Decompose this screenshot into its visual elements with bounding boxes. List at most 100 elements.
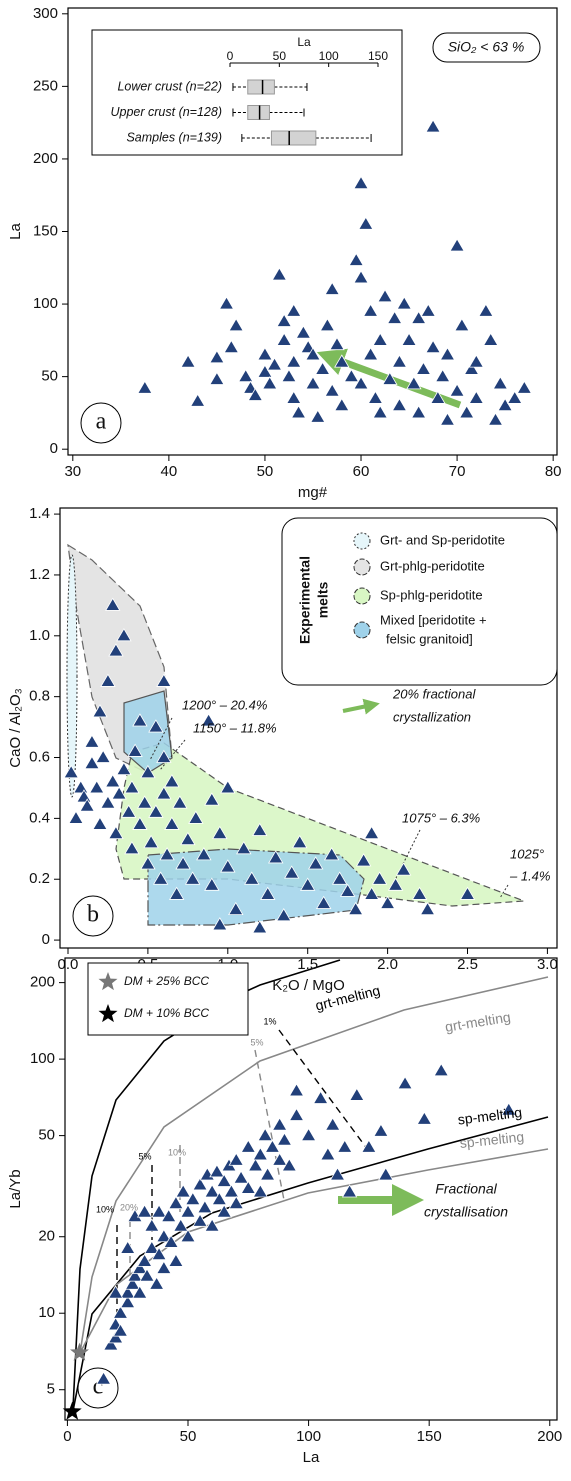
data-point xyxy=(295,325,312,339)
data-point xyxy=(152,871,169,885)
data-point xyxy=(343,368,360,383)
data-point xyxy=(252,920,268,934)
data-point xyxy=(300,1127,317,1142)
y-tick-label: 150 xyxy=(33,222,58,239)
x-tick-label: 70 xyxy=(449,463,466,480)
data-point xyxy=(124,1276,141,1290)
data-point xyxy=(192,1177,208,1191)
data-point xyxy=(127,743,143,757)
data-point xyxy=(156,749,172,763)
data-point xyxy=(185,1191,201,1205)
data-point xyxy=(361,1139,377,1153)
data-point xyxy=(124,780,140,794)
data-point xyxy=(132,1260,148,1274)
annotation: 20% fractional xyxy=(392,686,476,701)
data-point xyxy=(204,1218,220,1232)
data-point xyxy=(108,825,124,839)
y-axis-title: CaO / Al₂O₃ xyxy=(7,688,24,767)
data-point xyxy=(137,380,153,394)
data-point xyxy=(310,409,326,423)
data-point xyxy=(266,357,283,371)
legend-label: Grt-phlg-peridotite xyxy=(380,558,485,573)
x-tick-label: 30 xyxy=(64,463,81,480)
data-point xyxy=(112,1323,129,1337)
legend-swatch xyxy=(353,532,371,550)
data-point xyxy=(292,834,308,849)
data-point xyxy=(395,862,412,876)
legend-swatch xyxy=(353,621,371,639)
legend-label: Mixed [peridotite + xyxy=(380,612,487,627)
data-point xyxy=(401,332,417,346)
data-point xyxy=(257,347,273,361)
legend-title: melts xyxy=(315,582,331,619)
y-tick-label: 0.2 xyxy=(29,870,50,887)
x-tick-label: 3.0 xyxy=(537,956,558,973)
curve-label: sp-melting xyxy=(457,1104,523,1128)
data-point xyxy=(116,761,132,776)
data-point xyxy=(268,850,284,864)
data-point xyxy=(286,390,302,404)
inset-axis-title: La xyxy=(297,35,311,49)
x-tick-label: 60 xyxy=(353,463,370,480)
data-point xyxy=(416,1111,433,1125)
data-point xyxy=(501,1102,517,1116)
tie-lines xyxy=(116,1029,369,1340)
data-point xyxy=(105,774,121,788)
data-point xyxy=(262,376,278,390)
x-tick-label: 1.5 xyxy=(297,956,318,973)
data-point xyxy=(454,318,470,332)
data-point xyxy=(323,847,340,861)
x-tick-label: 0.0 xyxy=(58,956,79,973)
data-point xyxy=(212,825,228,839)
data-point xyxy=(168,886,185,900)
data-point xyxy=(377,289,393,303)
data-point xyxy=(180,1204,196,1218)
data-point xyxy=(434,368,451,383)
data-point xyxy=(111,786,127,800)
data-point xyxy=(175,1184,191,1198)
y-tick-label: 1.0 xyxy=(29,627,50,644)
data-point xyxy=(148,804,164,818)
data-point xyxy=(164,816,180,830)
y-tick-label: 50 xyxy=(38,1127,55,1144)
data-point xyxy=(112,1305,129,1319)
data-point xyxy=(468,354,484,368)
data-point xyxy=(188,810,204,824)
data-point xyxy=(143,834,159,849)
inset-frame xyxy=(91,29,403,156)
data-point xyxy=(136,1253,153,1267)
data-point xyxy=(329,336,345,351)
data-point xyxy=(430,390,446,404)
data-point xyxy=(197,1199,213,1214)
data-point xyxy=(276,1132,293,1146)
panel-badge xyxy=(80,402,122,444)
data-point xyxy=(200,713,217,727)
data-point xyxy=(334,397,350,412)
data-point xyxy=(378,1167,394,1181)
y-tick-label: 1.2 xyxy=(29,566,50,583)
data-point xyxy=(209,1164,225,1178)
tie-label: 20% xyxy=(120,1202,138,1212)
data-point xyxy=(127,1268,143,1282)
data-point xyxy=(108,643,124,657)
annotation-box xyxy=(432,32,541,63)
data-point xyxy=(107,1285,124,1299)
data-point xyxy=(349,1087,365,1101)
data-point xyxy=(216,1173,232,1187)
data-point xyxy=(63,764,79,779)
legend-swatch xyxy=(353,558,371,576)
data-point xyxy=(100,795,116,809)
data-point xyxy=(284,865,300,879)
box xyxy=(247,105,270,120)
data-point xyxy=(148,1276,165,1290)
x-tick-label: 0 xyxy=(63,1428,71,1445)
data-point xyxy=(68,810,84,824)
legend-star xyxy=(98,972,118,991)
curve-label: sp-melting xyxy=(459,1128,525,1151)
data-point xyxy=(320,1147,336,1161)
data-point xyxy=(305,376,321,390)
data-point xyxy=(103,1337,119,1351)
data-point xyxy=(397,1075,413,1090)
x-tick-label: 150 xyxy=(417,1428,442,1445)
